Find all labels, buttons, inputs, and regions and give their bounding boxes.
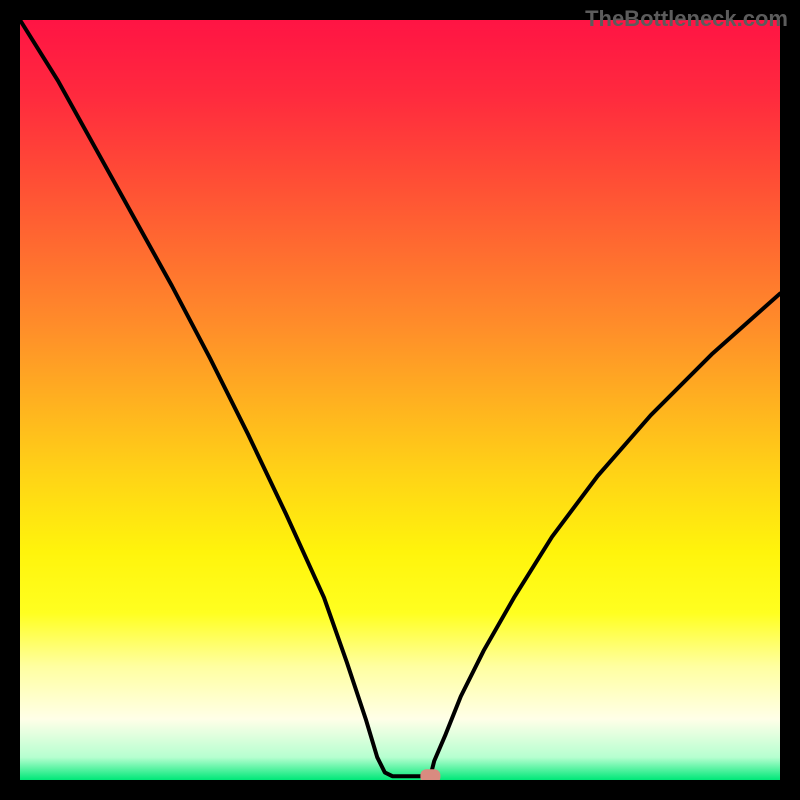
- site-watermark: TheBottleneck.com: [585, 6, 788, 32]
- chart-container: TheBottleneck.com: [0, 0, 800, 800]
- bottleneck-chart: [0, 0, 800, 800]
